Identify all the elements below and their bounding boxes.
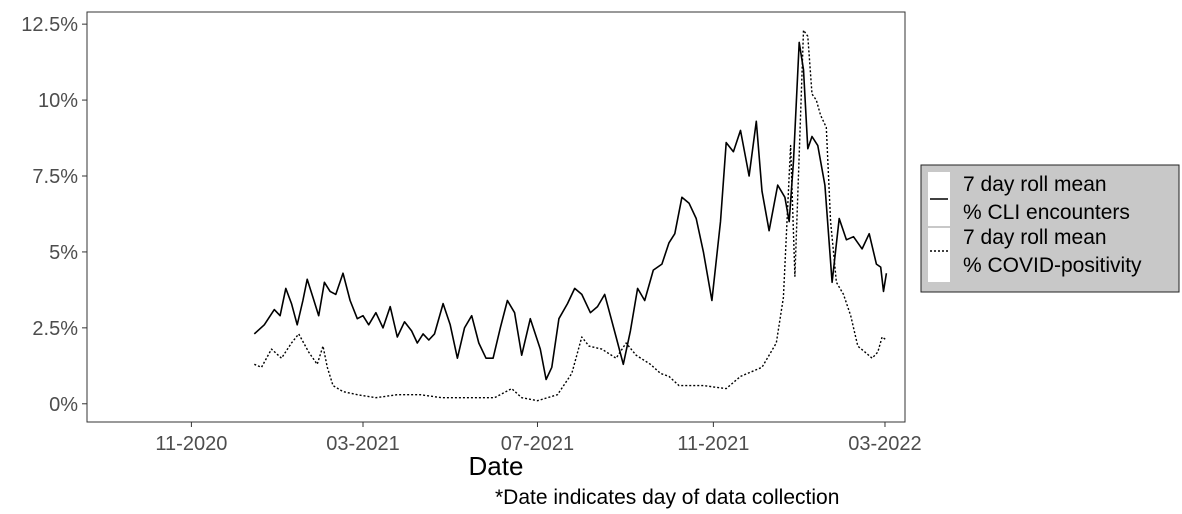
- y-tick-label: 12.5%: [21, 14, 78, 36]
- y-axis: 0% 2.5% 5% 7.5% 10% 12.5%: [21, 14, 87, 416]
- chart-note: *Date indicates day of data collection: [495, 486, 839, 509]
- legend-label-positivity: 7 day roll mean % COVID-positivity: [963, 226, 1142, 277]
- x-axis-title: Date: [469, 451, 524, 481]
- legend-key-bg-positivity: [928, 228, 950, 282]
- series-layer: [253, 29, 888, 402]
- x-tick-label: 03-2022: [848, 433, 921, 455]
- plot-panel: [86, 11, 906, 423]
- x-tick-label: 03-2021: [326, 433, 399, 455]
- y-tick-label: 7.5%: [32, 166, 78, 188]
- legend-label-cli: 7 day roll mean % CLI encounters: [963, 173, 1130, 224]
- legend-box: [920, 164, 1180, 293]
- series-line-cli-encounters: [253, 41, 888, 381]
- x-axis: 11-2020 03-2021 07-2021 11-2021 03-2022: [155, 422, 922, 455]
- y-tick-label: 0%: [49, 394, 78, 416]
- x-tick-label: 11-2021: [677, 433, 749, 455]
- x-tick-label: 07-2021: [501, 433, 574, 455]
- series-line-covid-positivity: [254, 29, 887, 402]
- y-tick-label: 10%: [38, 90, 78, 112]
- y-tick-label: 5%: [49, 242, 78, 264]
- y-tick-label: 2.5%: [32, 318, 78, 340]
- legend: 7 day roll mean % CLI encounters 7 day r…: [920, 164, 1180, 293]
- x-tick-label: 11-2020: [155, 433, 227, 455]
